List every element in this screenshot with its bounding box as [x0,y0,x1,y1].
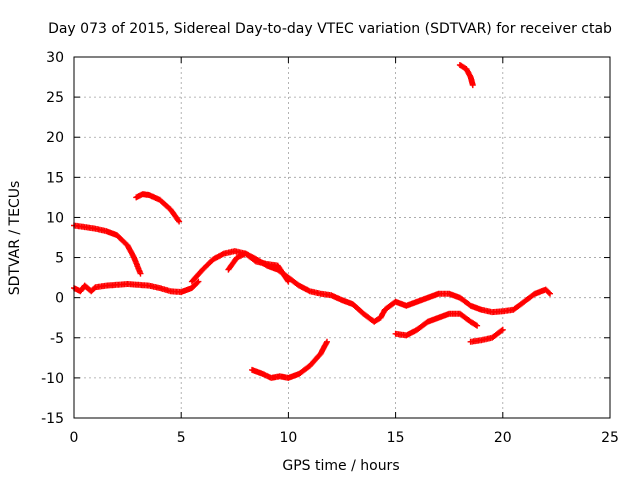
y-tick-label: 20 [46,130,64,146]
y-tick-label: 15 [46,170,64,186]
x-tick-label: 20 [494,430,512,446]
data-series-arc-3 [133,191,183,225]
y-tick-label: 10 [46,210,64,226]
data-points-arc-4 [188,248,553,325]
data-points-arc-6 [249,338,330,381]
data-points-arc-2 [71,278,202,296]
data-series-arc-1 [71,222,144,277]
data-series-arc-8 [467,326,506,345]
chart-title: Day 073 of 2015, Sidereal Day-to-day VTE… [48,21,612,37]
y-tick-label: 0 [55,291,64,307]
y-axis-label: SDTVAR / TECUs [7,181,23,296]
x-tick-label: 15 [387,430,405,446]
data-series-arc-5 [225,250,292,285]
y-tick-label: 30 [46,50,64,66]
data-series-arc-6 [249,338,330,381]
data-points-arc-7 [392,310,481,339]
axis-ticks: 0 5 10 15 20 25 -15 -10 -5 0 5 10 15 20 25 30 [41,50,619,446]
data-series-arc-4 [188,248,553,325]
y-tick-label: -15 [41,411,64,427]
x-tick-label: 0 [70,430,79,446]
x-tick-label: 25 [601,430,619,446]
y-tick-label: -5 [50,331,64,347]
x-tick-label: 10 [279,430,297,446]
data-points-arc-9 [456,62,476,89]
data-layer [71,62,553,381]
y-tick-label: 25 [46,90,64,106]
x-axis-label: GPS time / hours [282,458,399,474]
data-points-arc-3 [133,191,183,225]
data-series-arc-9 [456,62,476,89]
data-series-arc-7 [392,310,481,339]
data-points-arc-8 [467,326,506,345]
data-series-arc-2 [71,278,202,296]
y-tick-label: 5 [55,251,64,267]
x-tick-label: 5 [177,430,186,446]
plot-frame [73,56,611,419]
y-tick-label: -10 [41,371,64,387]
data-points-arc-5 [225,250,292,285]
data-points-arc-1 [71,222,144,277]
grid [74,57,610,418]
